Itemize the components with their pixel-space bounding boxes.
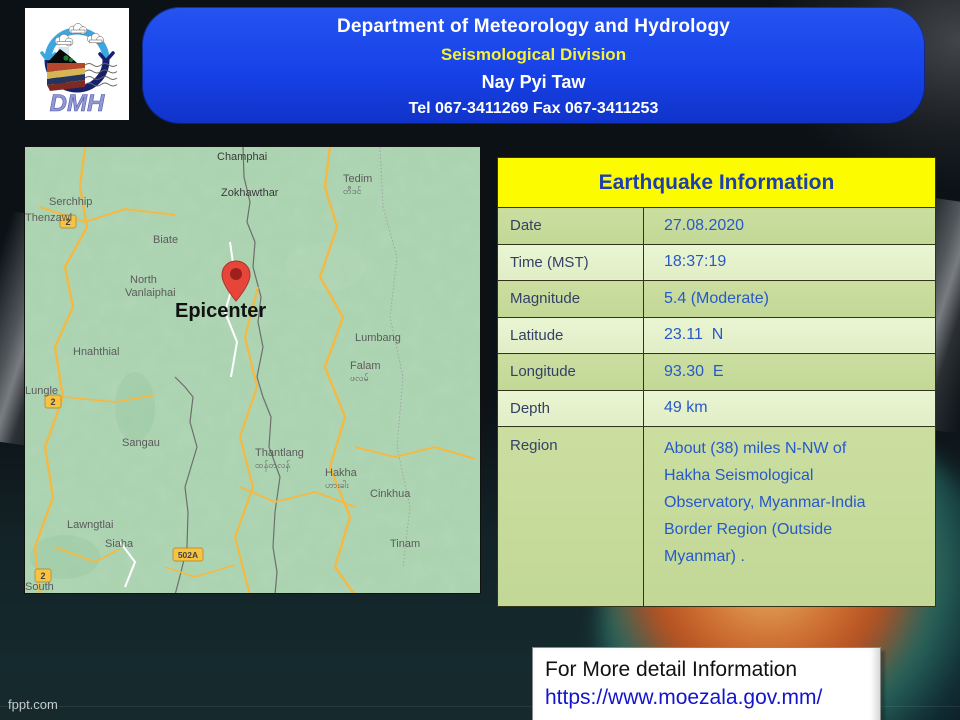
svg-text:2: 2 xyxy=(40,571,45,581)
svg-text:2: 2 xyxy=(50,397,55,407)
svg-text:DMH: DMH xyxy=(50,90,105,117)
svg-text:502A: 502A xyxy=(178,550,198,560)
